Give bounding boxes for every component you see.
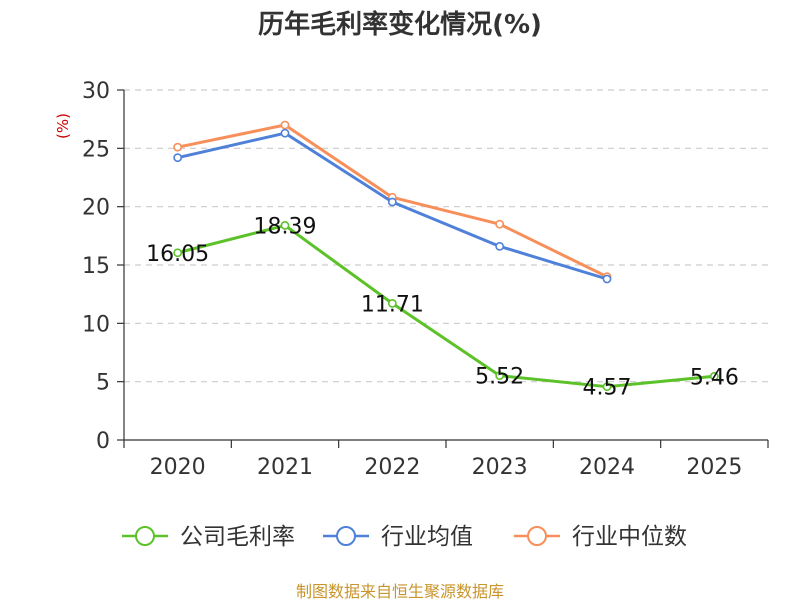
data-label: 16.05 xyxy=(146,242,209,267)
data-point-1 xyxy=(387,197,397,207)
legend-label: 行业均值 xyxy=(381,524,473,550)
x-tick-label: 2022 xyxy=(364,455,420,480)
x-tick-label: 2023 xyxy=(472,455,528,480)
source-note: 制图数据来自恒生聚源数据库 xyxy=(295,582,504,601)
y-tick-label: 15 xyxy=(82,254,110,279)
data-point-2 xyxy=(280,120,290,130)
data-point-0 xyxy=(387,298,397,308)
y-tick-label: 10 xyxy=(82,312,110,337)
data-point-0 xyxy=(709,371,719,381)
y-tick-label: 25 xyxy=(82,137,110,162)
x-tick-label: 2024 xyxy=(579,455,635,480)
legend-marker xyxy=(527,526,547,546)
y-tick-label: 20 xyxy=(82,196,110,221)
series-line-0 xyxy=(177,223,715,389)
data-point-1 xyxy=(495,241,505,251)
data-point-0 xyxy=(280,221,290,230)
legend-label: 公司毛利率 xyxy=(180,524,295,550)
grid-layer xyxy=(124,89,768,383)
data-point-1 xyxy=(173,153,183,163)
series-layer xyxy=(173,120,719,392)
x-tick-label: 2021 xyxy=(257,455,313,480)
data-point-2 xyxy=(173,142,183,152)
y-tick-label: 0 xyxy=(96,429,110,454)
data-label: 11.71 xyxy=(361,292,424,317)
data-label: 4.57 xyxy=(583,376,632,401)
data-point-0 xyxy=(495,371,505,380)
data-point-0 xyxy=(173,248,183,258)
chart-title: 历年毛利率变化情况(%) xyxy=(258,10,542,40)
x-tick-label: 2020 xyxy=(150,455,206,480)
label-layer: 16.05 18.39 11.71 5.52 4.57 5.46 xyxy=(146,214,739,400)
legend-marker xyxy=(336,526,356,546)
data-label: 18.39 xyxy=(254,214,317,239)
data-point-1 xyxy=(280,128,290,138)
y-axis-label: (%) xyxy=(54,113,72,139)
data-label: 5.46 xyxy=(690,365,739,390)
legend: 公司毛利率 行业均值 行业中位数 xyxy=(122,524,687,550)
x-tick-label: 2025 xyxy=(686,455,742,480)
legend-label: 行业中位数 xyxy=(572,524,687,550)
y-tick-label: 30 xyxy=(82,79,110,104)
y-tick-label: 5 xyxy=(96,371,110,396)
data-point-1 xyxy=(602,274,612,284)
data-label: 5.52 xyxy=(475,365,524,390)
data-point-0 xyxy=(602,382,612,392)
data-point-2 xyxy=(495,219,505,229)
legend-marker xyxy=(135,526,155,546)
